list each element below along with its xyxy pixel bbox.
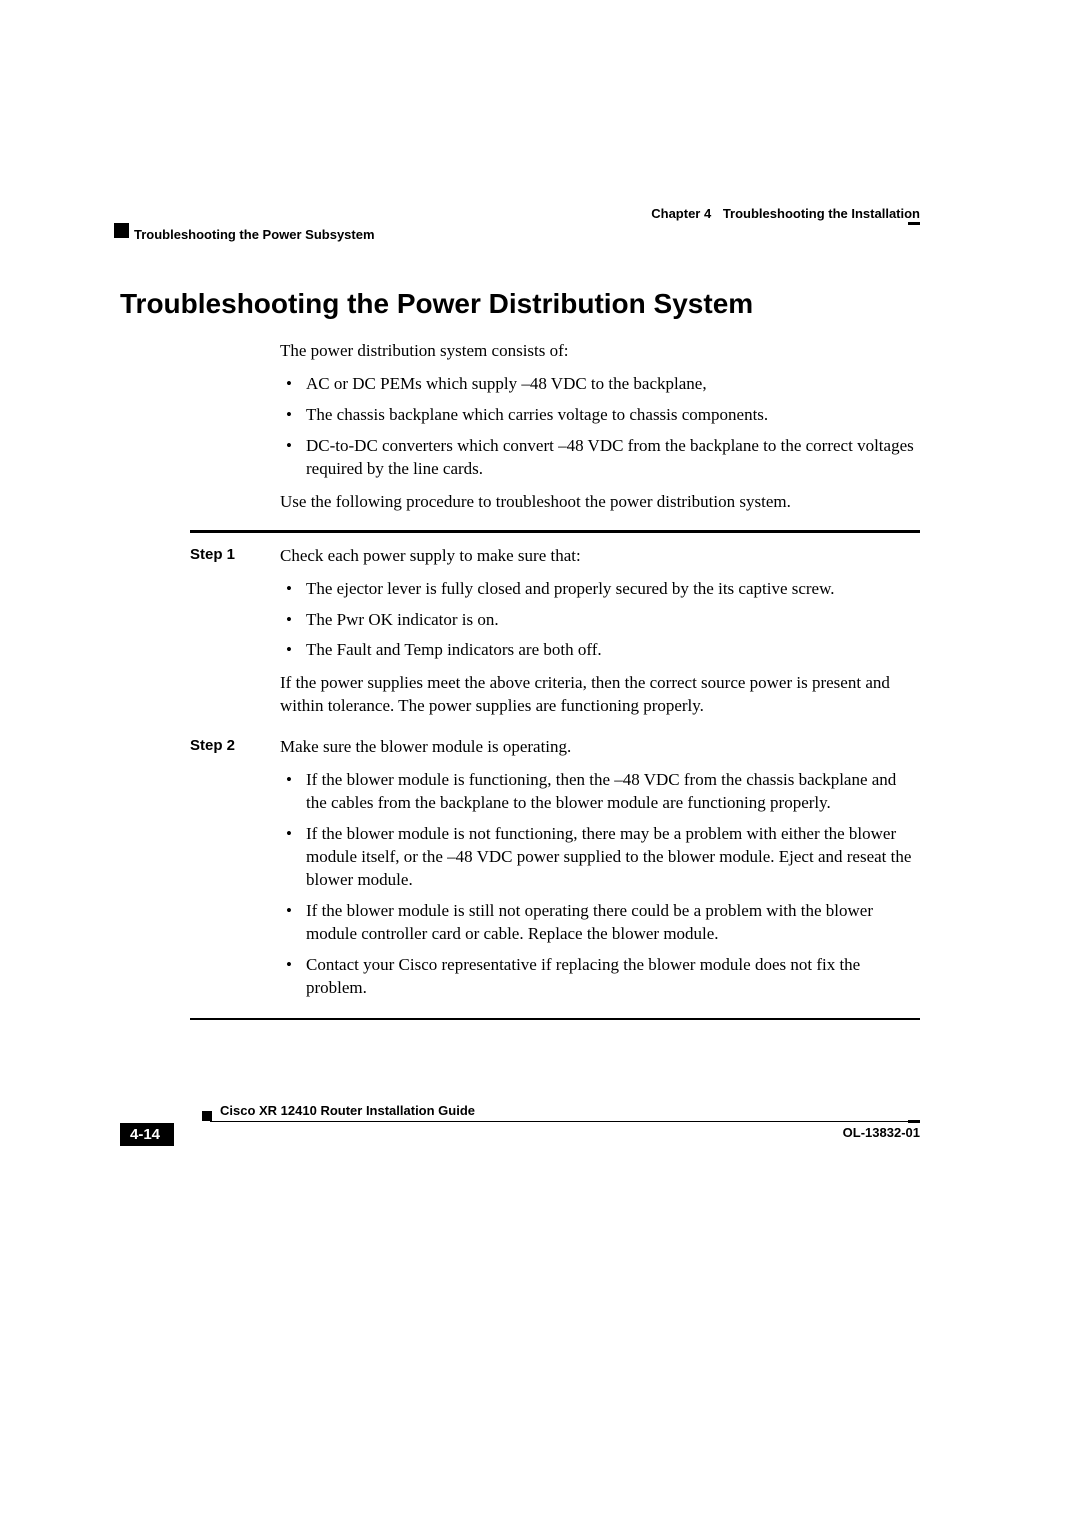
step-bullet-list: The ejector lever is fully closed and pr… [280, 578, 920, 663]
document-page: Chapter 4 Troubleshooting the Installati… [120, 206, 920, 1020]
list-item: DC-to-DC converters which convert –48 VD… [280, 435, 920, 481]
step-row: Step 2 Make sure the blower module is op… [190, 736, 920, 1009]
lead-out-text: Use the following procedure to troublesh… [280, 491, 920, 514]
chapter-title: Troubleshooting the Installation [723, 206, 920, 221]
section-body: The power distribution system consists o… [280, 340, 920, 514]
header-square-icon [114, 223, 129, 238]
step-row: Step 1 Check each power supply to make s… [190, 545, 920, 729]
header-section-running: Troubleshooting the Power Subsystem [134, 227, 375, 242]
intro-bullet-list: AC or DC PEMs which supply –48 VDC to th… [280, 373, 920, 481]
section-title: Troubleshooting the Power Distribution S… [120, 288, 920, 320]
list-item: The Pwr OK indicator is on. [280, 609, 920, 632]
footer-bar-icon [908, 1120, 920, 1123]
step-label: Step 1 [190, 545, 280, 563]
page-number: 4-14 [120, 1123, 174, 1146]
step-body: Make sure the blower module is operating… [280, 736, 920, 1009]
steps-block: Step 1 Check each power supply to make s… [190, 530, 920, 1020]
list-item: The ejector lever is fully closed and pr… [280, 578, 920, 601]
page-footer: Cisco XR 12410 Router Installation Guide… [120, 1121, 920, 1122]
chapter-label: Chapter 4 [651, 206, 711, 221]
footer-guide-title: Cisco XR 12410 Router Installation Guide [220, 1103, 475, 1118]
steps-rule-top [190, 530, 920, 533]
list-item: If the blower module is still not operat… [280, 900, 920, 946]
intro-text: The power distribution system consists o… [280, 340, 920, 363]
list-item: The Fault and Temp indicators are both o… [280, 639, 920, 662]
document-id: OL-13832-01 [843, 1125, 920, 1140]
list-item: AC or DC PEMs which supply –48 VDC to th… [280, 373, 920, 396]
footer-rule [210, 1121, 920, 1122]
header-bar-icon [908, 222, 920, 225]
list-item: If the blower module is not functioning,… [280, 823, 920, 892]
footer-square-icon [202, 1111, 212, 1121]
list-item: Contact your Cisco representative if rep… [280, 954, 920, 1000]
steps-rule-bottom [190, 1018, 920, 1020]
step-text: Check each power supply to make sure tha… [280, 545, 920, 568]
step-after-text: If the power supplies meet the above cri… [280, 672, 920, 718]
step-bullet-list: If the blower module is functioning, the… [280, 769, 920, 999]
list-item: If the blower module is functioning, the… [280, 769, 920, 815]
header-chapter: Chapter 4 Troubleshooting the Installati… [651, 206, 920, 221]
step-label: Step 2 [190, 736, 280, 754]
step-text: Make sure the blower module is operating… [280, 736, 920, 759]
list-item: The chassis backplane which carries volt… [280, 404, 920, 427]
running-header: Chapter 4 Troubleshooting the Installati… [120, 206, 920, 234]
step-body: Check each power supply to make sure tha… [280, 545, 920, 729]
